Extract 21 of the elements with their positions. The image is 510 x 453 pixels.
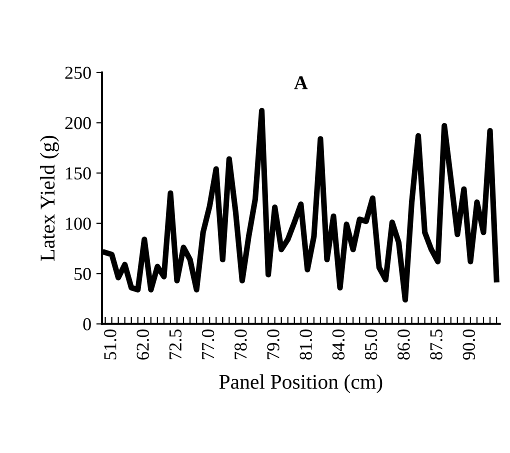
y-tick-label: 100 [66,218,91,230]
x-tick-label: 77.0 [202,329,214,360]
x-tick-label: 78.0 [234,329,247,360]
y-axis-title: Latex Yield (g) [40,136,59,261]
y-tick-label: 250 [65,66,91,79]
x-tick-label: 87.5 [430,329,442,360]
x-tick-label: 90.0 [462,329,476,360]
x-tick-label: 51.0 [104,329,116,360]
x-tick-label: 62.0 [136,329,149,360]
x-axis-title: Panel Position (cm) [219,374,382,394]
x-tick-label: 86.0 [398,329,410,360]
y-tick-label: 0 [83,318,91,330]
x-tick-label: 84.0 [332,329,345,360]
y-tick-label: 50 [74,268,91,280]
x-tick-label: 72.5 [169,329,182,360]
chart-title: A [294,76,308,90]
y-tick-label: 200 [65,117,91,130]
x-tick-label: 85.0 [364,329,378,360]
x-tick-label: 81.0 [300,329,312,360]
x-tick-label: 79.0 [267,329,280,360]
y-tick-label: 150 [66,167,91,180]
